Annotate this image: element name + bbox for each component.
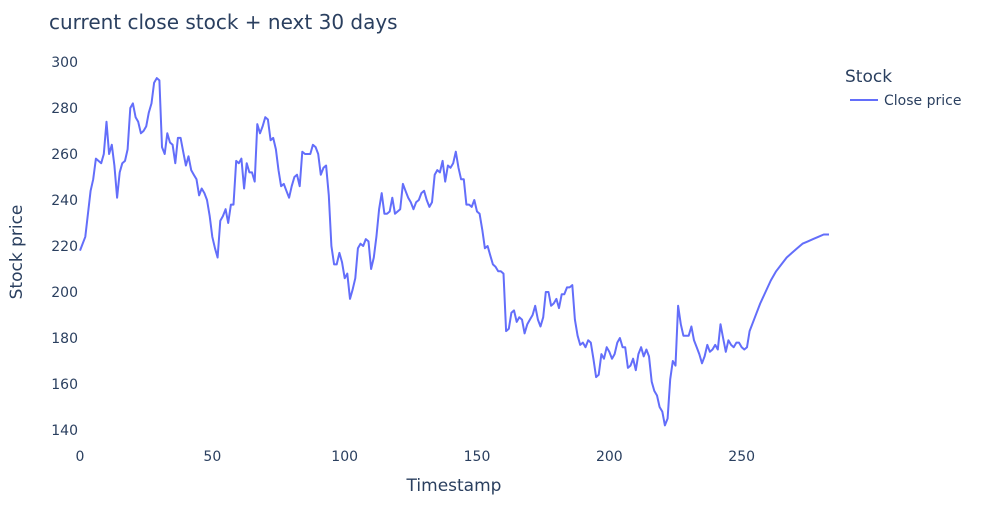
- x-tick-label: 0: [76, 449, 85, 465]
- y-tick-label: 140: [51, 423, 78, 439]
- y-tick-label: 280: [51, 101, 78, 117]
- x-tick-label: 100: [331, 449, 358, 465]
- x-tick-label: 200: [596, 449, 623, 465]
- y-tick-label: 220: [51, 239, 78, 255]
- plot-area: [79, 77, 829, 427]
- legend-title: Stock: [845, 67, 892, 87]
- y-tick-label: 160: [51, 377, 78, 393]
- y-axis-title: Stock price: [7, 205, 27, 300]
- y-tick-label: 180: [51, 331, 78, 347]
- y-tick-label: 300: [51, 55, 78, 71]
- chart-title: current close stock + next 30 days: [49, 10, 398, 34]
- series-line-close-price: [79, 77, 829, 427]
- y-tick-label: 260: [51, 147, 78, 163]
- x-tick-label: 50: [203, 449, 221, 465]
- x-axis-ticks: 0 50 100 150 200 250: [76, 449, 755, 465]
- legend-label-close-price[interactable]: Close price: [884, 93, 961, 109]
- y-tick-label: 200: [51, 285, 78, 301]
- y-axis-ticks: 140 160 180 200 220 240 260 280 300: [51, 55, 78, 439]
- y-tick-label: 240: [51, 193, 78, 209]
- x-tick-label: 150: [464, 449, 491, 465]
- x-axis-title: Timestamp: [406, 476, 502, 496]
- legend[interactable]: Stock Close price: [845, 67, 961, 109]
- x-tick-label: 250: [728, 449, 755, 465]
